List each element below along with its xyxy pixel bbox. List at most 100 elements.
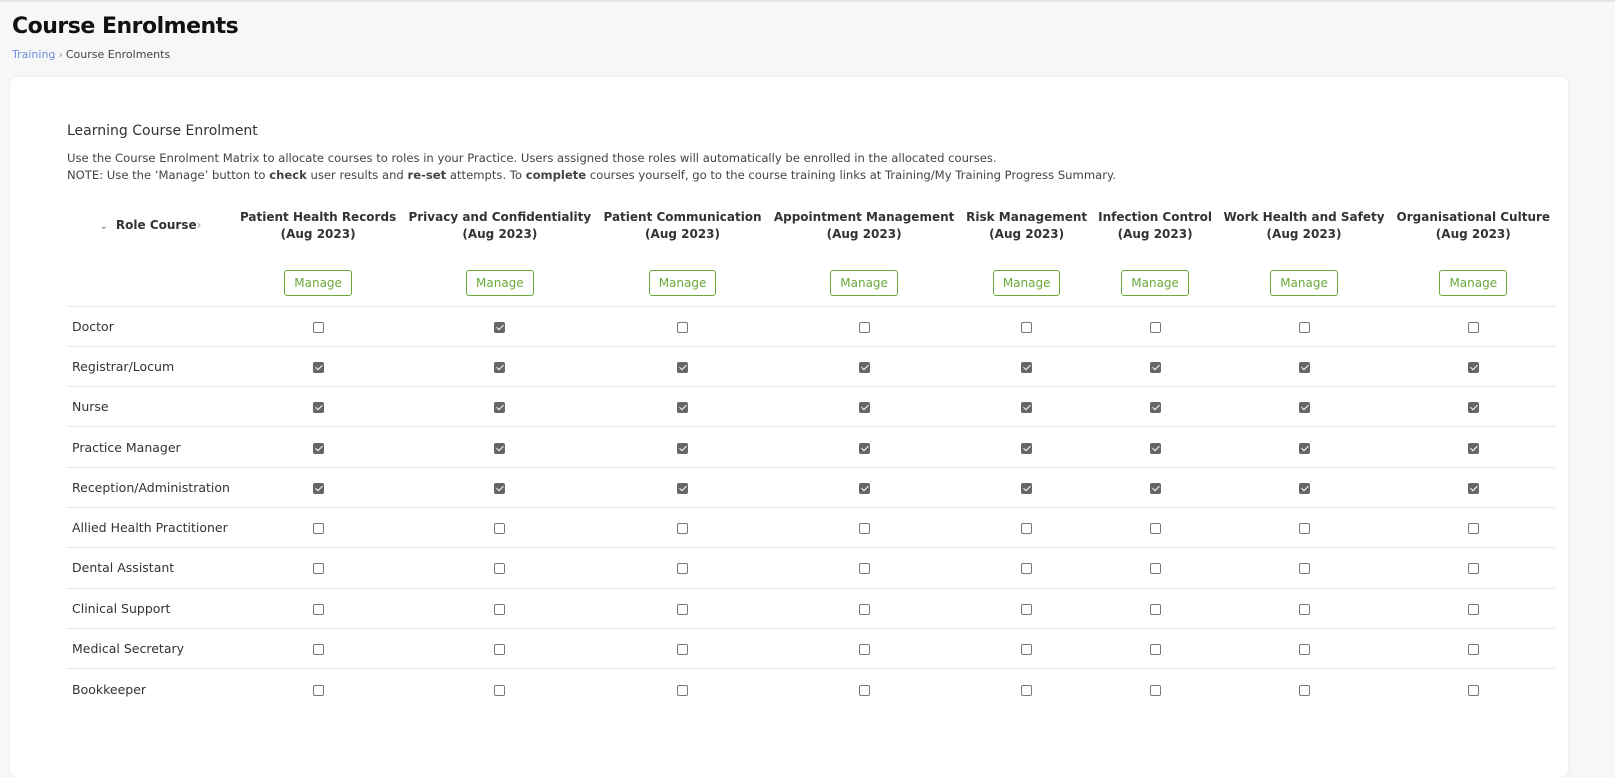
- enrolment-checkbox[interactable]: [677, 321, 689, 333]
- enrolment-checkbox[interactable]: [312, 402, 324, 414]
- enrolment-checkbox[interactable]: [1021, 603, 1033, 615]
- enrolment-checkbox[interactable]: [677, 684, 689, 696]
- enrolment-checkbox[interactable]: [494, 603, 506, 615]
- manage-button[interactable]: Manage: [992, 269, 1061, 296]
- manage-button[interactable]: Manage: [466, 269, 534, 296]
- enrolment-checkbox[interactable]: [1298, 523, 1310, 535]
- enrolment-checkbox[interactable]: [858, 482, 870, 494]
- enrolment-checkbox[interactable]: [312, 442, 324, 454]
- enrolment-checkbox[interactable]: [1021, 644, 1033, 656]
- enrolment-checkbox[interactable]: [1298, 603, 1310, 615]
- enrolment-checkbox[interactable]: [494, 523, 506, 535]
- manage-button[interactable]: Manage: [830, 269, 898, 296]
- enrolment-checkbox[interactable]: [1298, 563, 1310, 575]
- enrolment-checkbox[interactable]: [494, 684, 506, 696]
- enrolment-checkbox[interactable]: [1467, 402, 1479, 414]
- enrolment-checkbox[interactable]: [1298, 684, 1310, 696]
- enrolment-checkbox[interactable]: [312, 482, 324, 494]
- enrolment-checkbox[interactable]: [1021, 563, 1033, 575]
- role-name: Clinical Support: [67, 587, 234, 629]
- enrolment-checkbox[interactable]: [312, 563, 324, 575]
- enrolment-checkbox[interactable]: [858, 321, 870, 333]
- enrolment-checkbox[interactable]: [858, 361, 870, 373]
- enrolment-checkbox[interactable]: [1021, 361, 1033, 373]
- enrolment-checkbox[interactable]: [1298, 644, 1310, 656]
- enrolment-checkbox[interactable]: [1021, 321, 1033, 333]
- enrolment-checkbox[interactable]: [1467, 644, 1479, 656]
- enrolment-checkbox[interactable]: [1298, 321, 1310, 333]
- enrolment-checkbox[interactable]: [1467, 361, 1479, 373]
- enrolment-cell: [960, 426, 1093, 468]
- enrolment-cell: [767, 547, 961, 589]
- enrolment-checkbox[interactable]: [1467, 321, 1479, 333]
- enrolment-checkbox[interactable]: [1149, 684, 1161, 696]
- enrolment-checkbox[interactable]: [1467, 523, 1479, 535]
- enrolment-checkbox[interactable]: [494, 442, 506, 454]
- enrolment-checkbox[interactable]: [858, 402, 870, 414]
- enrolment-checkbox[interactable]: [1149, 361, 1161, 373]
- enrolment-checkbox[interactable]: [858, 684, 870, 696]
- enrolment-checkbox[interactable]: [312, 321, 324, 333]
- enrolment-checkbox[interactable]: [1021, 402, 1033, 414]
- enrolment-checkbox[interactable]: [677, 442, 689, 454]
- enrolment-checkbox[interactable]: [1467, 684, 1479, 696]
- enrolment-checkbox[interactable]: [1149, 442, 1161, 454]
- enrolment-checkbox[interactable]: [312, 644, 324, 656]
- enrolment-cell: [767, 345, 961, 387]
- enrolment-checkbox[interactable]: [1021, 482, 1033, 494]
- manage-button[interactable]: Manage: [1121, 269, 1189, 296]
- enrolment-checkbox[interactable]: [1467, 603, 1479, 615]
- manage-button[interactable]: Manage: [1439, 269, 1508, 296]
- manage-button[interactable]: Manage: [284, 269, 352, 296]
- role-course-header[interactable]: ⌄ Role Course›: [99, 218, 202, 232]
- enrolment-checkbox[interactable]: [312, 361, 324, 373]
- enrolment-checkbox[interactable]: [1021, 684, 1033, 696]
- table-row: Reception/Administration: [67, 466, 1556, 508]
- breadcrumb-training-link[interactable]: Training: [12, 48, 56, 61]
- enrolment-cell: [402, 668, 598, 709]
- enrolment-checkbox[interactable]: [677, 563, 689, 575]
- enrolment-cell: [960, 668, 1093, 709]
- enrolment-checkbox[interactable]: [494, 644, 506, 656]
- enrolment-checkbox[interactable]: [1467, 563, 1479, 575]
- enrolment-checkbox[interactable]: [1149, 563, 1161, 575]
- enrolment-cell: [597, 466, 768, 508]
- enrolment-checkbox[interactable]: [677, 402, 689, 414]
- enrolment-checkbox[interactable]: [677, 361, 689, 373]
- enrolment-checkbox[interactable]: [1298, 361, 1310, 373]
- enrolment-checkbox[interactable]: [1021, 442, 1033, 454]
- enrolment-checkbox[interactable]: [1149, 402, 1161, 414]
- enrolment-checkbox[interactable]: [1467, 482, 1479, 494]
- enrolment-checkbox[interactable]: [1149, 603, 1161, 615]
- enrolment-checkbox[interactable]: [312, 603, 324, 615]
- enrolment-checkbox[interactable]: [494, 563, 506, 575]
- enrolment-checkbox[interactable]: [494, 361, 506, 373]
- enrolment-checkbox[interactable]: [858, 523, 870, 535]
- enrolment-checkbox[interactable]: [1298, 442, 1310, 454]
- enrolment-checkbox[interactable]: [1298, 482, 1310, 494]
- manage-button[interactable]: Manage: [648, 269, 717, 296]
- enrolment-checkbox[interactable]: [494, 402, 506, 414]
- enrolment-checkbox[interactable]: [858, 603, 870, 615]
- enrolment-checkbox[interactable]: [1149, 644, 1161, 656]
- enrolment-checkbox[interactable]: [312, 684, 324, 696]
- enrolment-checkbox[interactable]: [677, 523, 689, 535]
- manage-button[interactable]: Manage: [1270, 269, 1338, 296]
- enrolment-checkbox[interactable]: [1021, 523, 1033, 535]
- enrolment-checkbox[interactable]: [677, 644, 689, 656]
- enrolment-checkbox[interactable]: [1149, 482, 1161, 494]
- enrolment-checkbox[interactable]: [494, 321, 506, 333]
- enrolment-cell: [234, 386, 403, 427]
- enrolment-checkbox[interactable]: [858, 644, 870, 656]
- enrolment-checkbox[interactable]: [677, 603, 689, 615]
- enrolment-cell: [1390, 506, 1556, 548]
- enrolment-checkbox[interactable]: [494, 482, 506, 494]
- enrolment-checkbox[interactable]: [312, 523, 324, 535]
- enrolment-checkbox[interactable]: [1149, 523, 1161, 535]
- enrolment-checkbox[interactable]: [1149, 321, 1161, 333]
- enrolment-checkbox[interactable]: [858, 563, 870, 575]
- enrolment-checkbox[interactable]: [1467, 442, 1479, 454]
- enrolment-checkbox[interactable]: [677, 482, 689, 494]
- enrolment-checkbox[interactable]: [858, 442, 870, 454]
- enrolment-checkbox[interactable]: [1298, 402, 1310, 414]
